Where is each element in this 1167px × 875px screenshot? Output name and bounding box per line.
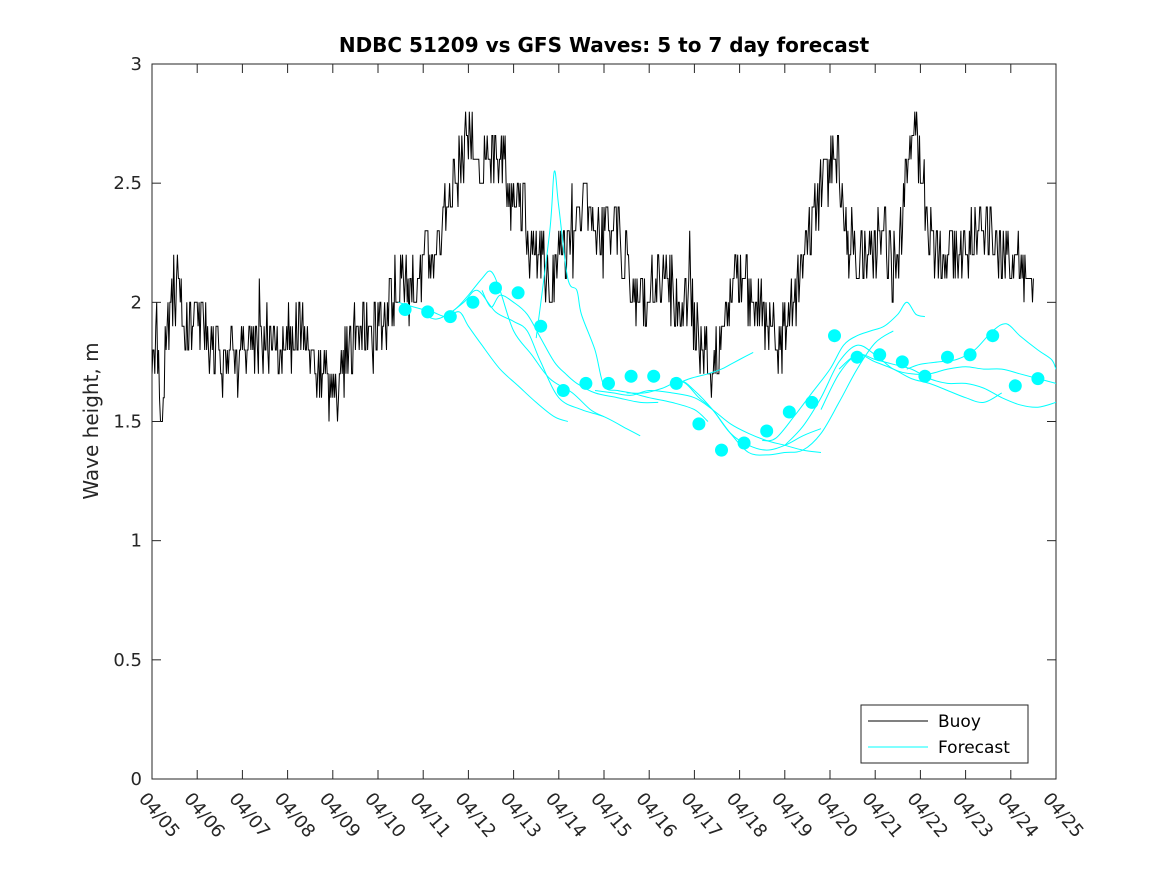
forecast-marker <box>918 369 932 383</box>
forecast-run-line <box>535 170 709 422</box>
forecast-marker <box>782 405 796 419</box>
forecast-marker <box>873 348 887 362</box>
legend-buoy-label: Buoy <box>938 712 981 732</box>
forecast-marker <box>692 417 706 431</box>
forecast-marker <box>895 355 909 369</box>
forecast-marker <box>828 329 841 343</box>
y-tick-label: 0 <box>131 769 142 790</box>
forecast-marker <box>511 286 525 300</box>
forecast-markers <box>398 281 1045 457</box>
forecast-marker <box>715 443 728 457</box>
y-axis-label: Wave height, m <box>79 342 103 499</box>
forecast-marker <box>941 350 954 364</box>
forecast-marker <box>489 281 502 295</box>
forecast-marker <box>466 295 480 309</box>
forecast-run-line <box>445 289 641 437</box>
forecast-marker <box>398 303 412 316</box>
forecast-marker <box>669 376 683 390</box>
legend: Buoy Forecast <box>860 704 1029 764</box>
forecast-marker <box>443 310 457 324</box>
forecast-marker <box>421 305 435 319</box>
forecast-marker <box>579 376 593 390</box>
forecast-run-line <box>838 354 1003 404</box>
legend-forecast-label: Forecast <box>938 738 1010 758</box>
forecast-marker <box>760 424 774 438</box>
forecast-marker <box>556 384 570 397</box>
buoy-series <box>152 111 1034 422</box>
y-tick-labels: 0 0.5 1 1.5 2 2.5 3 <box>113 54 142 790</box>
forecast-marker <box>534 319 548 333</box>
axis-ticks <box>151 63 1057 780</box>
chart-title: NDBC 51209 vs GFS Waves: 5 to 7 day fore… <box>339 33 870 57</box>
forecast-marker <box>624 369 638 383</box>
forecast-marker <box>737 436 751 450</box>
forecast-run-line <box>671 351 754 387</box>
forecast-marker <box>602 376 615 390</box>
y-tick-label: 0.5 <box>113 650 142 671</box>
forecast-marker <box>647 369 661 383</box>
forecast-marker <box>1008 379 1022 393</box>
forecast-run-line <box>481 290 659 404</box>
forecast-run-line <box>762 301 926 442</box>
forecast-marker <box>986 329 1000 343</box>
forecast-run-line <box>671 330 894 456</box>
y-tick-label: 2 <box>131 292 142 313</box>
forecast-marker <box>805 395 819 409</box>
forecast-marker <box>1031 372 1045 386</box>
y-tick-label: 2.5 <box>113 173 142 194</box>
buoy-line <box>152 111 1034 422</box>
forecast-marker <box>963 348 977 362</box>
legend-box <box>860 704 1029 764</box>
forecast-marker <box>850 350 864 364</box>
y-tick-label: 3 <box>131 54 142 75</box>
y-tick-label: 1.5 <box>113 412 142 433</box>
y-tick-label: 1 <box>131 531 142 552</box>
